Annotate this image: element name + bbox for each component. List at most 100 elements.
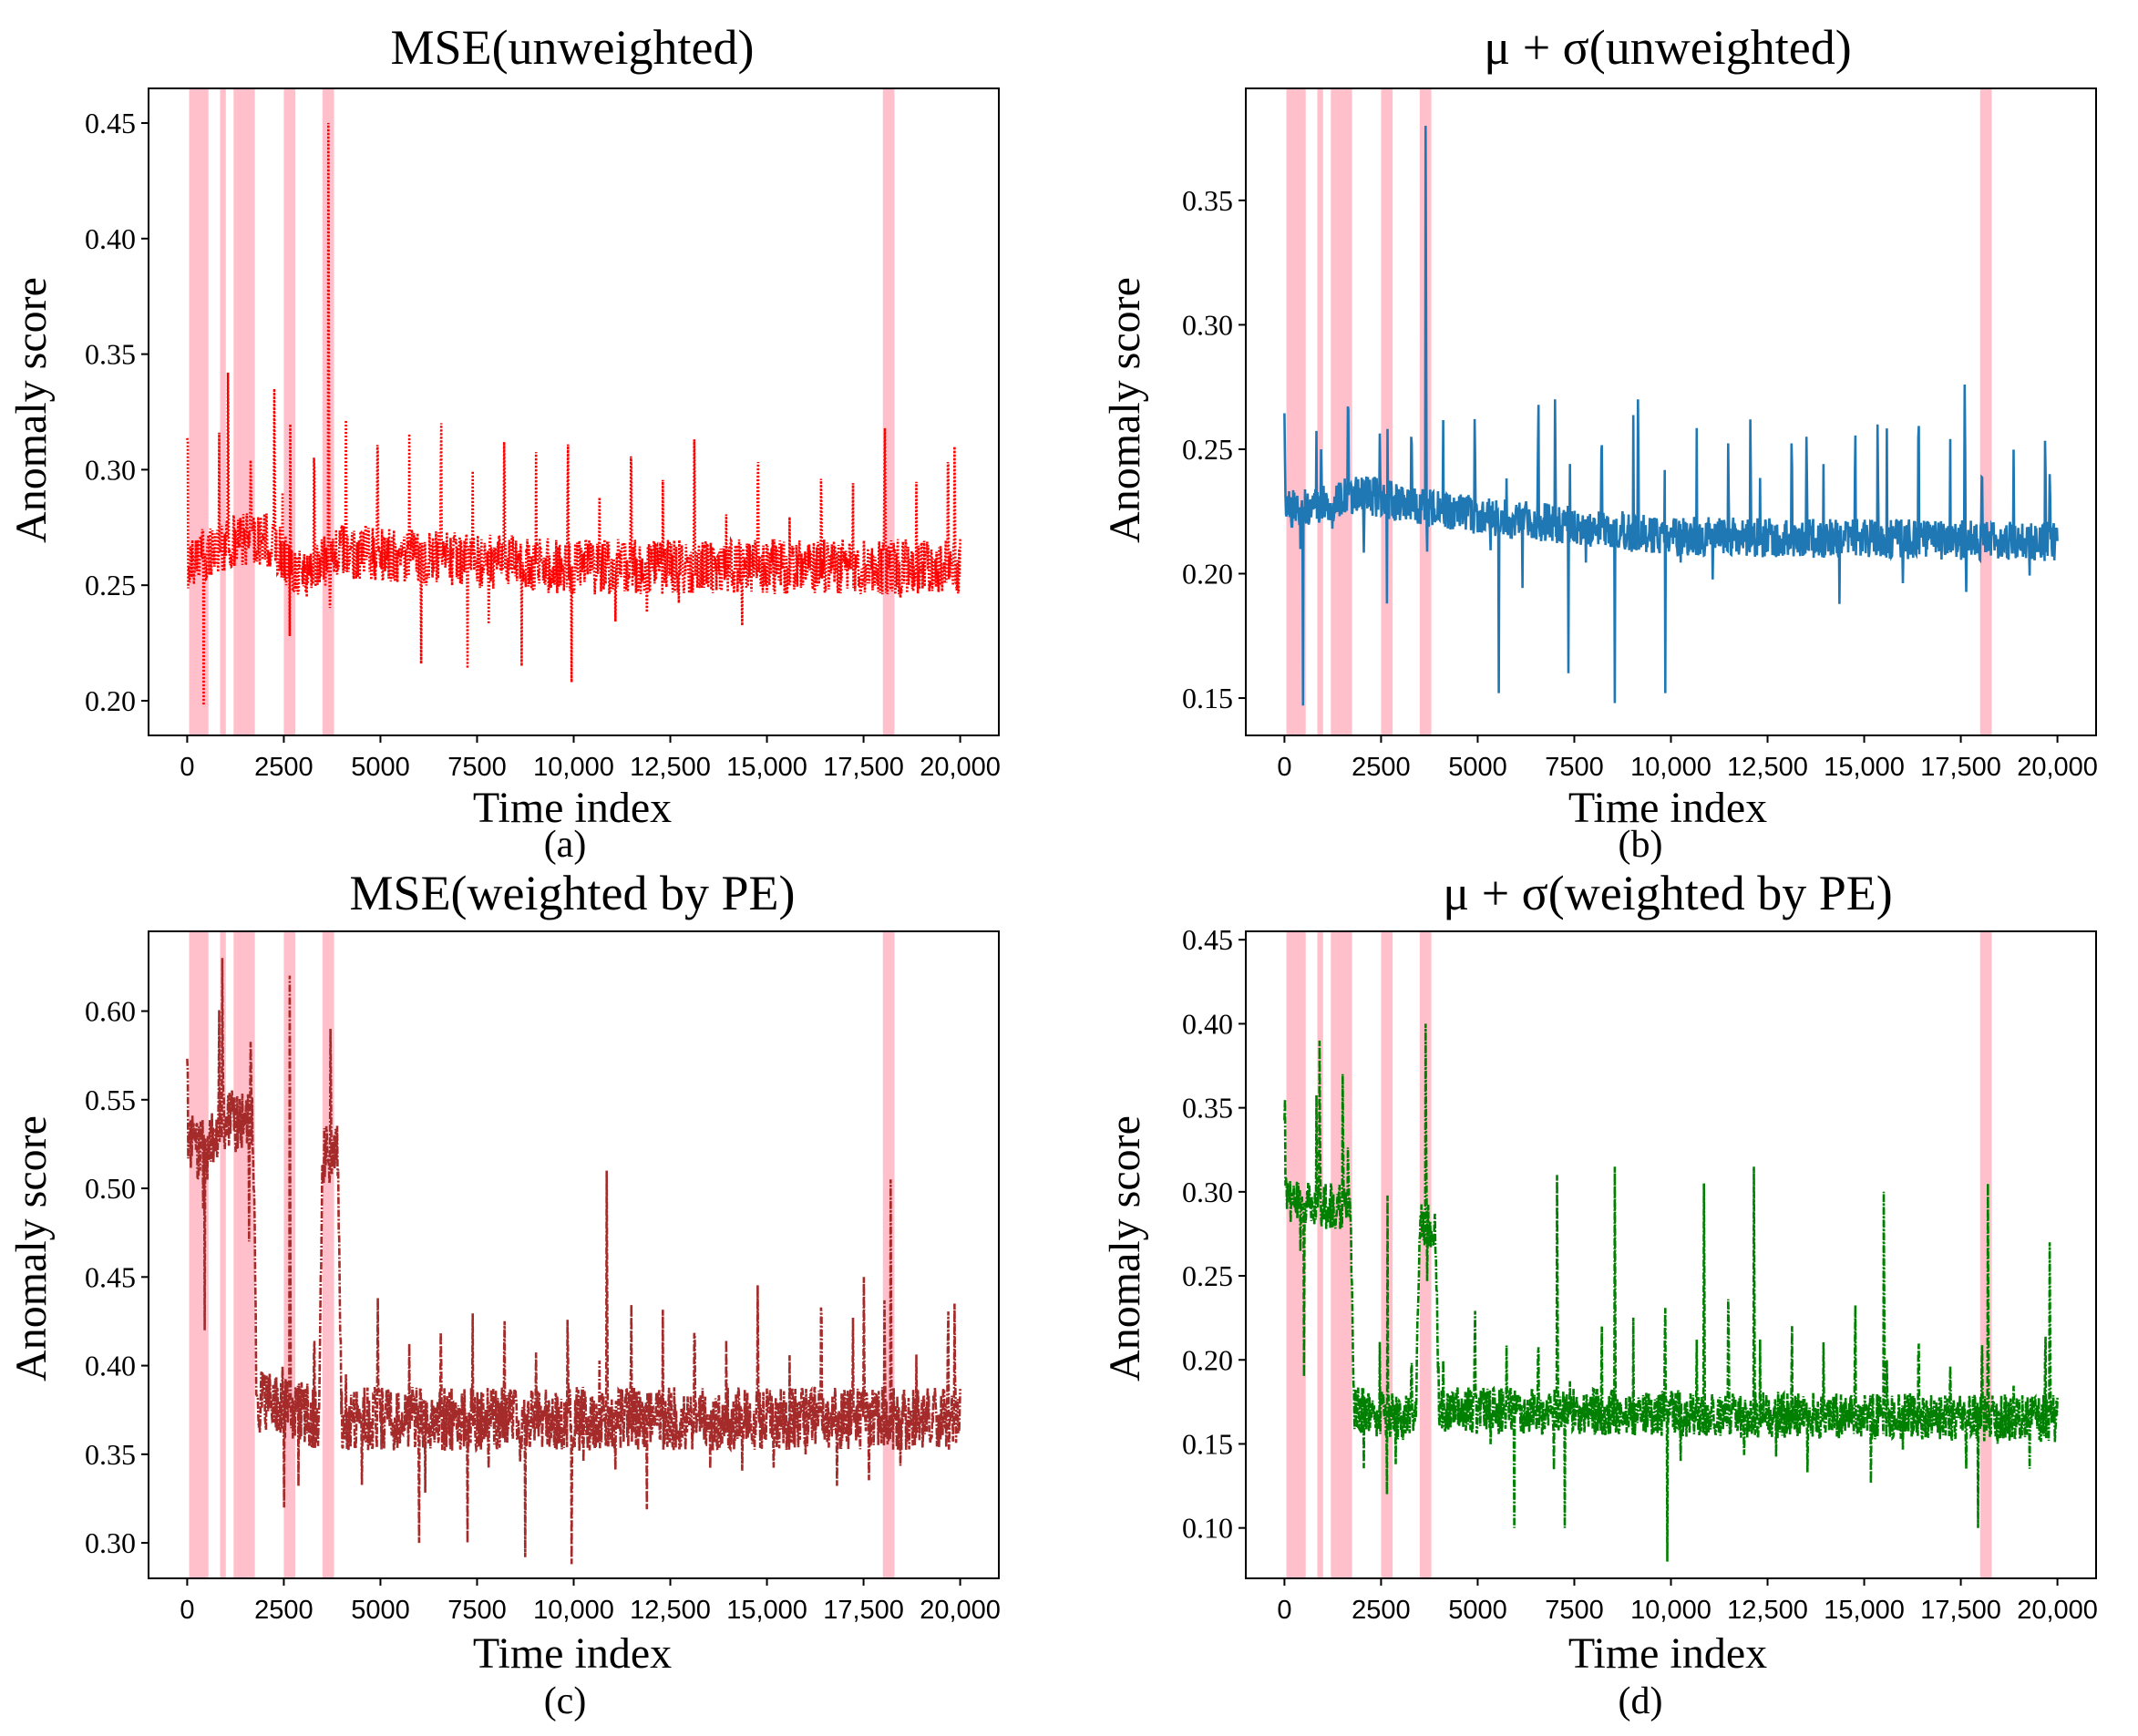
- subfig-label-d: (d): [1619, 1680, 1663, 1722]
- series-line-c: [186, 958, 961, 1565]
- xtick-label: 17,500: [1920, 1596, 2001, 1625]
- ylabel-c: Anomaly score: [7, 1115, 56, 1382]
- anomaly-band: [882, 88, 895, 735]
- subfig-label-c: (c): [544, 1680, 587, 1722]
- anomaly-band: [1419, 931, 1432, 1578]
- plot-a: 0.20 0.25 0.30 0.35 0.40 0.45 0 2500 5000 7500 10,…: [85, 87, 1001, 782]
- xtick-label: 17,500: [823, 753, 904, 782]
- ytick-label: 0.10: [1182, 1512, 1233, 1545]
- subplot-c: MSE(weighted by PE) Anomaly score Time i…: [7, 866, 795, 1722]
- ytick-label: 0.25: [1182, 433, 1233, 466]
- ytick-label: 0.45: [1182, 923, 1233, 956]
- xlabel-a: Time index: [473, 784, 672, 832]
- anomaly-band: [220, 931, 226, 1578]
- ytick-label: 0.30: [85, 453, 136, 486]
- xtick-label: 7500: [1545, 1596, 1604, 1625]
- xtick-label: 15,000: [1824, 753, 1905, 782]
- xtick-label: 12,500: [630, 753, 711, 782]
- ylabel-d: Anomaly score: [1101, 1115, 1149, 1382]
- xtick-label: 20,000: [2017, 1596, 2098, 1625]
- ytick-label: 0.25: [1182, 1259, 1233, 1292]
- ytick-label: 0.40: [85, 1350, 136, 1382]
- xlabel-c: Time index: [473, 1629, 672, 1678]
- axes-frame-a: [148, 87, 1000, 736]
- anomaly-band: [1979, 88, 1992, 735]
- xtick-label: 20,000: [920, 1596, 1001, 1625]
- xtick-label: 7500: [447, 753, 507, 782]
- anomaly-band: [1381, 88, 1393, 735]
- anomaly-band: [189, 931, 209, 1578]
- anomaly-band: [233, 88, 255, 735]
- anomaly-band: [283, 88, 296, 735]
- xtick-label: 0: [1277, 1596, 1291, 1625]
- anomaly-bands-a: [189, 88, 895, 735]
- anomaly-band: [1331, 88, 1352, 735]
- ytick-label: 0.60: [85, 995, 136, 1028]
- anomaly-band: [220, 88, 226, 735]
- series-line-a: [186, 122, 961, 706]
- series-line-d: [1283, 1023, 2059, 1562]
- xtick-label: 7500: [447, 1596, 507, 1625]
- xtick-label: 12,500: [630, 1596, 711, 1625]
- ytick-label: 0.50: [85, 1172, 136, 1205]
- ytick-label: 0.35: [1182, 184, 1233, 217]
- xtick-label: 12,500: [1727, 753, 1808, 782]
- anomaly-bands-b: [1286, 88, 1992, 735]
- xtick-label: 7500: [1545, 753, 1604, 782]
- plot-b: 0.15 0.20 0.25 0.30 0.35 0 2500 5000 7500 10,000 1…: [1182, 87, 2098, 782]
- anomaly-band: [1979, 931, 1992, 1578]
- xtick-label: 2500: [1352, 753, 1411, 782]
- ytick-label: 0.30: [1182, 1176, 1233, 1208]
- ytick-label: 0.15: [1182, 682, 1233, 714]
- plot-c: 0.30 0.35 0.40 0.45 0.50 0.55 0.60 0 2500 5000 750…: [85, 930, 1001, 1625]
- xtick-label: 10,000: [1630, 1596, 1711, 1625]
- xtick-label: 12,500: [1727, 1596, 1808, 1625]
- ytick-label: 0.45: [85, 107, 136, 139]
- ylabel-b: Anomaly score: [1101, 277, 1149, 543]
- xtick-label: 2500: [254, 753, 314, 782]
- ytick-label: 0.25: [85, 569, 136, 601]
- xtick-label: 0: [1277, 753, 1291, 782]
- xtick-label: 2500: [254, 1596, 314, 1625]
- xtick-label: 0: [180, 753, 194, 782]
- ytick-label: 0.40: [1182, 1007, 1233, 1040]
- subfig-label-a: (a): [544, 824, 587, 866]
- title-a: MSE(unweighted): [391, 20, 755, 75]
- subfig-label-b: (b): [1619, 824, 1663, 866]
- xtick-label: 10,000: [1630, 753, 1711, 782]
- plot-d: 0.10 0.15 0.20 0.25 0.30 0.35 0.40 0.45 0 2500 500…: [1182, 923, 2098, 1625]
- ytick-label: 0.40: [85, 222, 136, 255]
- anomaly-band: [1331, 931, 1352, 1578]
- xtick-label: 5000: [1448, 753, 1507, 782]
- axes-frame-d: [1245, 930, 2097, 1579]
- ytick-label: 0.20: [85, 684, 136, 717]
- xtick-label: 2500: [1352, 1596, 1411, 1625]
- ytick-label: 0.35: [85, 1438, 136, 1471]
- xtick-label: 15,000: [726, 1596, 807, 1625]
- xlabel-d: Time index: [1568, 1629, 1767, 1678]
- ytick-label: 0.45: [85, 1260, 136, 1293]
- title-b: μ + σ(unweighted): [1484, 20, 1851, 75]
- axes-frame-c: [148, 930, 1000, 1579]
- ytick-label: 0.20: [1182, 558, 1233, 591]
- ytick-label: 0.30: [1182, 308, 1233, 341]
- anomaly-band: [1317, 88, 1323, 735]
- xtick-label: 17,500: [1920, 753, 2001, 782]
- anomaly-bands-d: [1286, 931, 1992, 1578]
- title-d: μ + σ(weighted by PE): [1443, 866, 1892, 920]
- ytick-label: 0.35: [1182, 1092, 1233, 1125]
- ytick-label: 0.15: [1182, 1427, 1233, 1460]
- title-c: MSE(weighted by PE): [350, 866, 796, 920]
- subplot-d: μ + σ(weighted by PE) Anomaly score Time…: [1101, 866, 1893, 1722]
- xtick-label: 10,000: [533, 753, 614, 782]
- anomaly-band: [1317, 931, 1323, 1578]
- xlabel-b: Time index: [1568, 784, 1767, 832]
- xtick-label: 5000: [351, 1596, 410, 1625]
- ytick-label: 0.20: [1182, 1343, 1233, 1376]
- anomaly-band: [189, 88, 209, 735]
- series-line-b: [1283, 125, 2059, 706]
- xtick-label: 10,000: [533, 1596, 614, 1625]
- subplot-a: MSE(unweighted) Anomaly score Time index…: [7, 20, 754, 866]
- anomaly-band: [1286, 931, 1306, 1578]
